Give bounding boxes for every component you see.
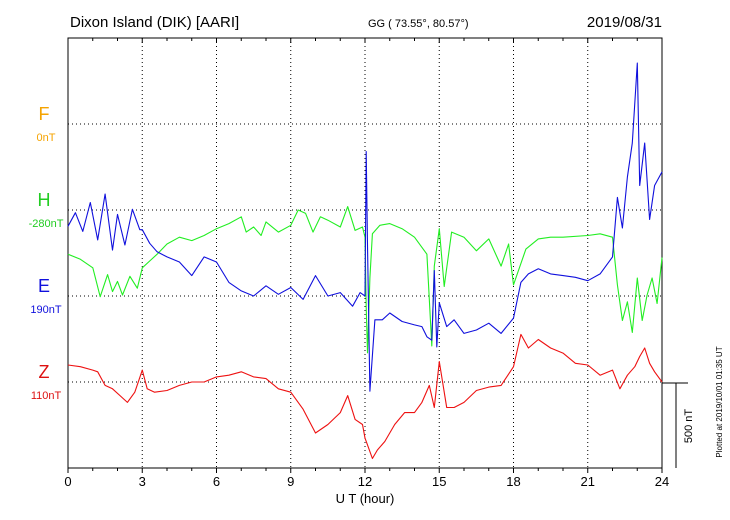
series-labels: F 0nT H -280nT E 190nT Z 110nT bbox=[29, 104, 64, 402]
series-lines bbox=[67, 62, 663, 460]
x-tick-label: 12 bbox=[358, 474, 372, 489]
series-baseline-f: 0nT bbox=[37, 132, 56, 144]
x-tick-label: 18 bbox=[506, 474, 520, 489]
x-axis-ticks: 0 3 6 9 12 15 18 21 24 bbox=[64, 38, 669, 489]
series-line-e bbox=[67, 62, 663, 392]
x-tick-label: 3 bbox=[139, 474, 146, 489]
x-tick-label: 15 bbox=[432, 474, 446, 489]
scale-bar-label: 500 nT bbox=[683, 409, 695, 444]
series-baseline-z: 110nT bbox=[31, 390, 62, 402]
series-name-h: H bbox=[38, 190, 51, 210]
series-name-z: Z bbox=[39, 362, 50, 382]
x-tick-label: 24 bbox=[655, 474, 669, 489]
series-line-h bbox=[67, 206, 663, 354]
station-coords: GG ( 73.55°, 80.57°) bbox=[368, 18, 469, 30]
x-tick-label: 9 bbox=[287, 474, 294, 489]
chart-date: 2019/08/31 bbox=[587, 14, 662, 31]
x-axis-label: U T (hour) bbox=[336, 491, 395, 506]
series-name-f: F bbox=[39, 104, 50, 124]
series-baseline-e: 190nT bbox=[30, 304, 61, 316]
plotted-note: Plotted at 2019/10/01 01:35 UT bbox=[715, 346, 724, 457]
series-line-z bbox=[67, 333, 663, 460]
x-tick-label: 21 bbox=[581, 474, 595, 489]
x-tick-label: 6 bbox=[213, 474, 220, 489]
scale-bar: 500 nT bbox=[662, 382, 695, 468]
station-title: Dixon Island (DIK) [AARI] bbox=[70, 14, 239, 31]
x-tick-label: 0 bbox=[64, 474, 71, 489]
series-name-e: E bbox=[38, 276, 50, 296]
series-baseline-h: -280nT bbox=[29, 218, 64, 230]
